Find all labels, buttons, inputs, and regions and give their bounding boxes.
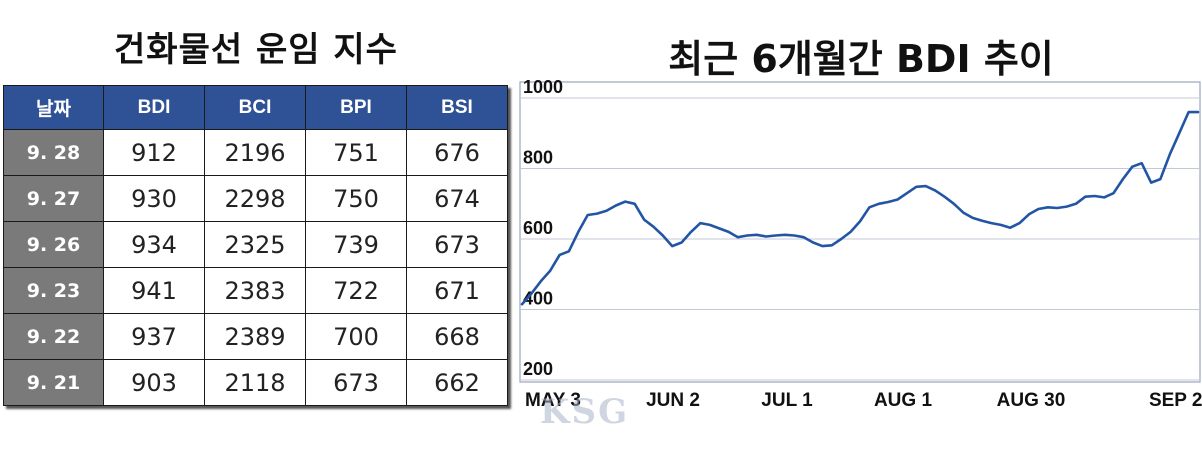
header-bsi: BSI bbox=[406, 85, 508, 130]
cell-bpi: 700 bbox=[305, 313, 407, 360]
x-tick-label: JUN 2 bbox=[646, 390, 700, 411]
bdi-series-line bbox=[520, 110, 1200, 306]
table-row: 9. 26 934 2325 739 673 bbox=[3, 221, 508, 268]
cell-bdi: 903 bbox=[103, 359, 205, 406]
cell-bci: 2298 bbox=[204, 175, 306, 222]
cell-bpi: 750 bbox=[305, 175, 407, 222]
header-bci: BCI bbox=[204, 85, 306, 130]
plot-border bbox=[519, 81, 1201, 383]
cell-bpi: 722 bbox=[305, 267, 407, 314]
table-row: 9. 28 912 2196 751 676 bbox=[3, 129, 508, 176]
cell-bdi: 937 bbox=[103, 313, 205, 360]
table-row: 9. 27 930 2298 750 674 bbox=[3, 175, 508, 222]
header-bpi: BPI bbox=[305, 85, 407, 130]
cell-bci: 2118 bbox=[204, 359, 306, 406]
table-row: 9. 23 941 2383 722 671 bbox=[3, 267, 508, 314]
grid bbox=[520, 97, 1200, 381]
table-header-row: 날짜 BDI BCI BPI BSI bbox=[3, 85, 508, 130]
cell-bci: 2325 bbox=[204, 221, 306, 268]
cell-bci: 2389 bbox=[204, 313, 306, 360]
cell-date: 9. 23 bbox=[3, 267, 104, 314]
cell-bdi: 934 bbox=[103, 221, 205, 268]
cell-date: 9. 21 bbox=[3, 359, 104, 406]
y-tick-label: 1000 bbox=[523, 80, 563, 97]
cell-bdi: 930 bbox=[103, 175, 205, 222]
x-axis-ticks: MAY 3 JUN 2 JUL 1 AUG 1 AUG 30 SEP 28 bbox=[525, 390, 1202, 411]
cell-date: 9. 28 bbox=[3, 129, 104, 176]
cell-bdi: 912 bbox=[103, 129, 205, 176]
cell-bci: 2196 bbox=[204, 129, 306, 176]
cell-bsi: 668 bbox=[406, 313, 508, 360]
table-title: 건화물선 운임 지수 bbox=[114, 30, 398, 70]
cell-bsi: 673 bbox=[406, 221, 508, 268]
y-tick-label: 200 bbox=[523, 359, 553, 379]
cell-bsi: 662 bbox=[406, 359, 508, 406]
y-tick-label: 800 bbox=[523, 148, 553, 168]
x-tick-label: AUG 1 bbox=[874, 390, 933, 411]
x-tick-label: AUG 30 bbox=[997, 390, 1066, 411]
table-row: 9. 22 937 2389 700 668 bbox=[3, 313, 508, 360]
cell-bsi: 674 bbox=[406, 175, 508, 222]
cell-bsi: 676 bbox=[406, 129, 508, 176]
header-date: 날짜 bbox=[3, 85, 104, 130]
cell-bpi: 751 bbox=[305, 129, 407, 176]
x-tick-label: SEP 28 bbox=[1149, 390, 1202, 411]
cell-date: 9. 27 bbox=[3, 175, 104, 222]
ksg-watermark: KSG bbox=[540, 392, 630, 432]
freight-index-table: 날짜 BDI BCI BPI BSI 9. 28 912 2196 751 67… bbox=[3, 85, 508, 406]
cell-date: 9. 26 bbox=[3, 221, 104, 268]
x-tick-label: JUL 1 bbox=[761, 390, 813, 411]
cell-bpi: 739 bbox=[305, 221, 407, 268]
cell-date: 9. 22 bbox=[3, 313, 104, 360]
cell-bsi: 671 bbox=[406, 267, 508, 314]
cell-bci: 2383 bbox=[204, 267, 306, 314]
cell-bpi: 673 bbox=[305, 359, 407, 406]
cell-bdi: 941 bbox=[103, 267, 205, 314]
table-row: 9. 21 903 2118 673 662 bbox=[3, 359, 508, 406]
y-tick-label: 600 bbox=[523, 218, 553, 238]
x-tick-label: MAY 3 bbox=[525, 390, 581, 411]
chart-title: 최근 6개월간 BDI 추이 bbox=[668, 37, 1054, 81]
header-bdi: BDI bbox=[103, 85, 205, 130]
